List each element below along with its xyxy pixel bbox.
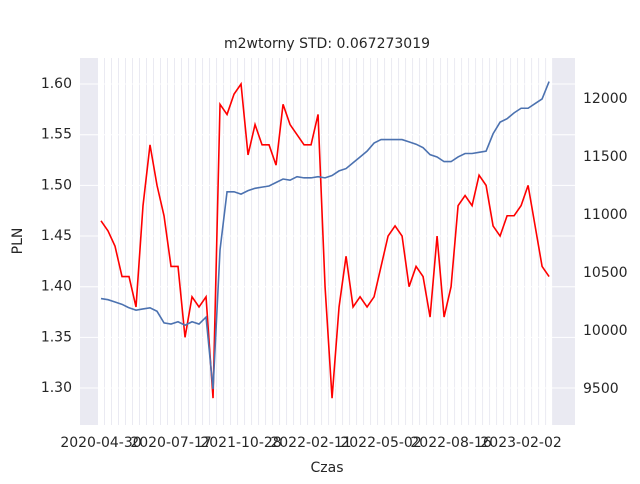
y-tick-label: 1.55 xyxy=(41,127,72,143)
x-tick-label: 2020-04-30 xyxy=(60,435,141,451)
x-tick-label: 2023-02-02 xyxy=(480,435,561,451)
y-tick-label: 1.60 xyxy=(41,76,72,92)
x-tick-label: 2022-02-11 xyxy=(270,435,351,451)
x-tick-label: 2022-05-02 xyxy=(340,435,421,451)
y-tick-label: 1.50 xyxy=(41,177,72,193)
y2-tick-label: 11500 xyxy=(583,149,628,165)
chart-title: m2wtorny STD: 0.067273019 xyxy=(224,36,430,52)
y2-tick-label: 10000 xyxy=(583,323,628,339)
x-tick-label: 2021-10-28 xyxy=(200,435,281,451)
y2-tick-label: 10500 xyxy=(583,265,628,281)
y2-tick-label: 9500 xyxy=(583,381,619,397)
x-axis-label: Czas xyxy=(311,460,344,476)
y-tick-label: 1.35 xyxy=(41,329,72,345)
x-tick-label: 2022-08-16 xyxy=(410,435,491,451)
x-tick-label: 2020-07-17 xyxy=(130,435,211,451)
y-tick-label: 1.30 xyxy=(41,380,72,396)
y-tick-label: 1.45 xyxy=(41,228,72,244)
y2-tick-label: 12000 xyxy=(583,91,628,107)
y2-tick-label: 11000 xyxy=(583,207,628,223)
series-line xyxy=(100,81,550,399)
y-axis-label: PLN xyxy=(10,228,26,255)
y-tick-label: 1.40 xyxy=(41,279,72,295)
series-line xyxy=(100,81,550,390)
